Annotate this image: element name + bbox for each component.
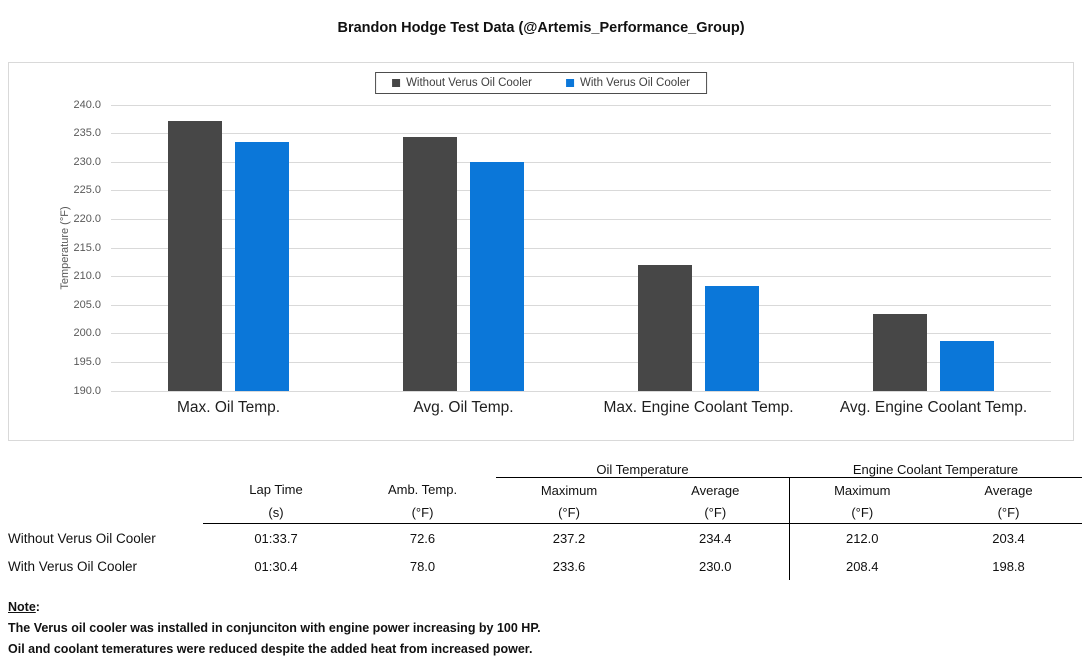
- table-row-with-cooler: With Verus Oil Cooler 01:30.4 78.0 233.6…: [0, 553, 1082, 580]
- plot-area: 240.0 235.0 230.0 225.0 220.0 215.0 210.0 205.0…: [73, 99, 1051, 397]
- gridline: [111, 104, 1051, 106]
- cell-oil-max: 237.2: [552, 531, 586, 546]
- y-axis-tick-label: 205.0: [73, 298, 101, 311]
- y-axis-tick-label: 195.0: [73, 355, 101, 368]
- chart-area: Without Verus Oil Cooler With Verus Oil C…: [8, 62, 1074, 441]
- row-label-with-cooler: With Verus Oil Cooler: [8, 559, 138, 574]
- bar-with-cooler: [235, 141, 289, 391]
- unit-coolant-average: (°F): [935, 502, 1082, 524]
- bar-without-cooler: [638, 265, 692, 391]
- note-section: Note: The Verus oil cooler was installed…: [8, 597, 541, 660]
- gridline: [111, 133, 1051, 135]
- legend-item: With Verus Oil Cooler: [565, 77, 690, 89]
- legend-swatch-icon: [565, 79, 574, 87]
- cell-amb-temp: 72.6: [409, 531, 436, 546]
- y-axis-tick-label: 220.0: [73, 212, 101, 225]
- group-header-oil-temperature: Oil Temperature: [496, 461, 789, 478]
- gridline: [111, 361, 1051, 363]
- results-table: Oil Temperature Engine Coolant Temperatu…: [0, 461, 1082, 580]
- column-header-oil-maximum: Maximum: [540, 482, 598, 498]
- cell-lap-time: 01:33.7: [254, 531, 298, 546]
- chart-title: Brandon Hodge Test Data (@Artemis_Perfor…: [337, 20, 745, 36]
- empty-cell: [0, 478, 203, 503]
- unit-oil-average: (°F): [642, 502, 789, 524]
- empty-cell: [0, 461, 203, 478]
- gridline: [111, 304, 1051, 306]
- unit-lap-time: (s): [203, 502, 349, 524]
- bar-group: [346, 105, 581, 391]
- bar-series-container: [111, 105, 1051, 391]
- chart-legend: Without Verus Oil Cooler With Verus Oil C…: [375, 72, 707, 94]
- note-line-2: Oil and coolant temeratures were reduced…: [8, 642, 533, 656]
- column-header-amb-temp: Amb. Temp.: [387, 482, 458, 498]
- table-units-row: (s) (°F) (°F) (°F) (°F) (°F): [0, 502, 1082, 524]
- bar-without-cooler: [403, 137, 457, 391]
- table-group-header-row: Oil Temperature Engine Coolant Temperatu…: [0, 461, 1082, 478]
- note-line-1: The Verus oil cooler was installed in co…: [8, 621, 541, 635]
- column-header-coolant-maximum: Maximum: [788, 477, 935, 502]
- cell-amb-temp: 78.0: [409, 559, 436, 574]
- y-axis-tick-label: 225.0: [73, 184, 101, 197]
- legend-label: With Verus Oil Cooler: [579, 77, 690, 89]
- cell-oil-avg: 230.0: [698, 559, 732, 574]
- cell-oil-avg: 234.4: [698, 531, 732, 546]
- note-label: Note: [8, 600, 36, 614]
- empty-cell: [349, 461, 496, 478]
- table-subheader-row: Lap Time Amb. Temp. Maximum Average Maxi…: [0, 477, 1082, 503]
- column-header-coolant-average: Average: [984, 482, 1033, 498]
- unit-oil-maximum: (°F): [496, 502, 642, 524]
- group-header-engine-coolant-temperature: Engine Coolant Temperature: [789, 461, 1082, 478]
- cell-coolant-max: 212.0: [788, 523, 935, 553]
- gridline: [111, 218, 1051, 220]
- cell-coolant-avg: 198.8: [992, 559, 1025, 574]
- x-axis-category-label: Max. Engine Coolant Temp.: [603, 399, 794, 416]
- x-axis-category-label: Avg. Oil Temp.: [413, 399, 514, 416]
- unit-coolant-maximum: (°F): [788, 502, 935, 524]
- gridline: [111, 247, 1051, 249]
- bar-group: [111, 105, 346, 391]
- y-axis-tick-label: 215.0: [73, 241, 101, 254]
- legend-item: Without Verus Oil Cooler: [392, 77, 532, 89]
- bar-without-cooler: [873, 314, 927, 391]
- cell-coolant-avg: 203.4: [992, 531, 1025, 546]
- y-axis-tick-label: 210.0: [73, 270, 101, 283]
- gridline: [111, 333, 1051, 335]
- bar-group: [581, 105, 816, 391]
- column-header-lap-time: Lap Time: [249, 482, 303, 498]
- row-label-without-cooler: Without Verus Oil Cooler: [8, 530, 156, 546]
- y-axis-tick-label: 190.0: [73, 384, 101, 397]
- y-axis-tick-label: 230.0: [73, 155, 101, 168]
- bar-group: [816, 105, 1051, 391]
- x-axis-category-label: Max. Oil Temp.: [176, 399, 281, 416]
- note-heading: Note:: [8, 597, 541, 618]
- unit-amb-temp: (°F): [349, 502, 496, 524]
- bar-without-cooler: [168, 121, 222, 391]
- cell-coolant-max: 208.4: [788, 553, 935, 580]
- gridline: [111, 190, 1051, 192]
- legend-swatch-icon: [392, 79, 401, 87]
- x-axis-category-label: Avg. Engine Coolant Temp.: [839, 399, 1028, 416]
- cell-lap-time: 01:30.4: [254, 559, 298, 574]
- x-axis-labels: Max. Oil Temp. Avg. Oil Temp. Max. Engine …: [111, 399, 1051, 417]
- column-header-oil-average: Average: [691, 482, 740, 498]
- y-axis-tick-label: 240.0: [73, 98, 101, 111]
- bar-with-cooler: [470, 162, 524, 391]
- bar-with-cooler: [940, 340, 994, 391]
- bar-with-cooler: [705, 285, 759, 391]
- legend-label: Without Verus Oil Cooler: [406, 77, 532, 89]
- gridline: [111, 276, 1051, 278]
- y-axis-tick-label: 200.0: [73, 327, 101, 340]
- empty-cell: [0, 502, 203, 524]
- empty-cell: [203, 461, 349, 478]
- y-axis-tick-label: 235.0: [73, 127, 101, 140]
- table-row-without-cooler: Without Verus Oil Cooler 01:33.7 72.6 23…: [0, 523, 1082, 553]
- cell-oil-max: 233.6: [552, 559, 586, 574]
- gridline: [111, 161, 1051, 163]
- note-colon: :: [35, 600, 40, 614]
- gridline: [111, 390, 1051, 392]
